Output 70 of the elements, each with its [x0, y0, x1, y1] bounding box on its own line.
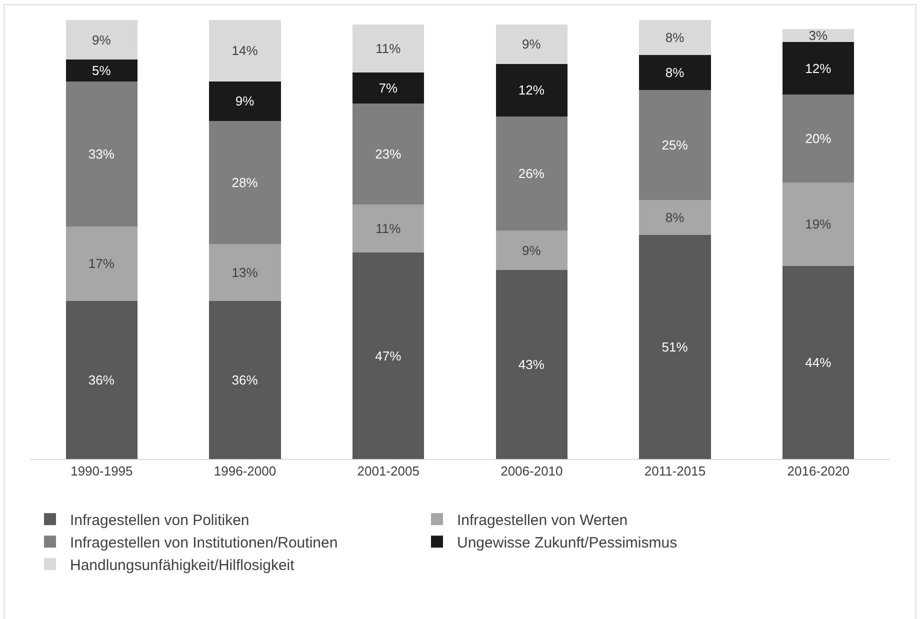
- x-tick-label: 1996-2000: [214, 464, 276, 479]
- data-label: 33%: [88, 146, 115, 162]
- bar: [352, 252, 424, 459]
- bar: [66, 300, 138, 459]
- data-label: 36%: [88, 372, 115, 388]
- x-tick-label: 2016-2020: [787, 464, 850, 479]
- legend-label: Ungewisse Zukunft/Pessimismus: [457, 534, 678, 552]
- legend-label: Handlungsunfähigkeit/Hilflosigkeit: [70, 557, 296, 574]
- data-label: 8%: [665, 65, 685, 80]
- data-label: 7%: [378, 80, 398, 96]
- bar: [66, 60, 138, 82]
- data-label: 8%: [665, 210, 685, 226]
- data-label: 9%: [522, 36, 542, 52]
- data-label: 26%: [518, 166, 545, 182]
- bar: [782, 94, 854, 182]
- data-label: 25%: [662, 138, 688, 153]
- x-tick-label: 1990-1995: [70, 464, 133, 479]
- bar: [639, 55, 711, 90]
- data-label: 8%: [665, 30, 685, 46]
- data-label: 19%: [805, 216, 832, 232]
- data-label: 43%: [518, 357, 545, 372]
- data-label: 23%: [375, 146, 402, 162]
- bar: [782, 266, 854, 459]
- data-label: 47%: [375, 348, 402, 364]
- data-label: 11%: [376, 221, 402, 236]
- data-label: 51%: [662, 340, 688, 355]
- bar: [66, 81, 138, 226]
- x-tick-label: 2006-2010: [500, 464, 563, 479]
- bar: [639, 90, 711, 200]
- legend-label: Infragestellen von Institutionen/Routinen: [70, 534, 338, 552]
- legend-label: Infragestellen von Werten: [457, 512, 628, 529]
- data-label: 28%: [232, 174, 258, 190]
- data-label: 5%: [92, 62, 112, 78]
- bar: [209, 20, 281, 82]
- data-label: 14%: [232, 43, 258, 58]
- bar: [352, 72, 424, 104]
- bar: [782, 182, 854, 266]
- x-tick-label: 2001-2005: [357, 464, 420, 479]
- legend-label: Infragestellen von Politiken: [70, 512, 250, 529]
- bar: [496, 24, 568, 64]
- bar: [496, 64, 568, 117]
- bar: [209, 81, 281, 121]
- data-label: 12%: [518, 82, 545, 98]
- data-label: 12%: [805, 60, 832, 76]
- bar: [496, 230, 568, 270]
- bar: [352, 204, 424, 253]
- bar: [639, 20, 711, 56]
- x-tick-label: 2011-2015: [644, 464, 706, 479]
- bar: [352, 24, 424, 73]
- data-label: 36%: [232, 372, 258, 388]
- data-label: 44%: [805, 354, 832, 370]
- data-label: 9%: [522, 242, 542, 258]
- data-label: 17%: [88, 256, 115, 272]
- data-label: 3%: [808, 28, 828, 43]
- bar: [66, 20, 138, 60]
- data-label: 20%: [805, 131, 832, 146]
- bar: [496, 270, 568, 459]
- bar: [209, 300, 281, 459]
- bar: [639, 235, 711, 459]
- bar: [352, 103, 424, 204]
- data-label: 9%: [235, 94, 255, 109]
- bar: [496, 116, 568, 231]
- bar: [639, 200, 711, 236]
- bar: [209, 244, 281, 301]
- data-label: 11%: [376, 41, 402, 56]
- data-label: 9%: [92, 32, 112, 48]
- bar: [209, 120, 281, 244]
- bar: [782, 42, 854, 95]
- bar: [66, 226, 138, 301]
- data-label: 13%: [232, 264, 258, 280]
